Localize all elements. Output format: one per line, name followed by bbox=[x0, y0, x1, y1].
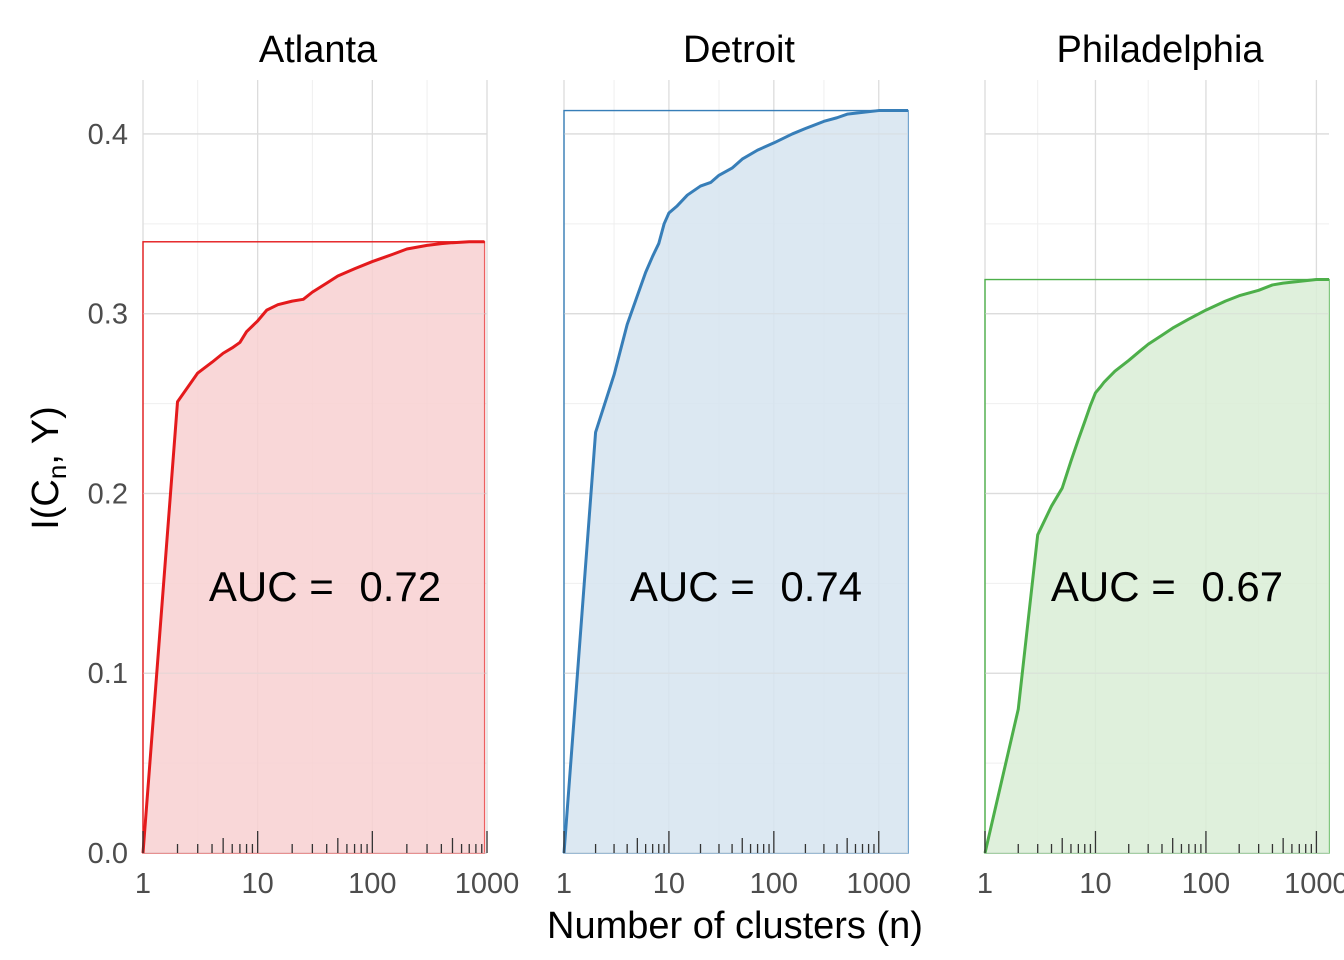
x-tick-label: 1000 bbox=[455, 868, 520, 900]
auc-label: AUC = 0.72 bbox=[209, 563, 441, 610]
y-axis-title-subscript: n bbox=[42, 465, 72, 479]
auc-value: 0.72 bbox=[359, 563, 441, 610]
x-tick-label: 10 bbox=[653, 868, 685, 900]
facet-detroit: Detroit 1 10 100 1000 AUC = 0.74 bbox=[556, 29, 911, 900]
y-tick-label: 0.4 bbox=[88, 119, 128, 151]
auc-prefix: AUC = bbox=[209, 563, 346, 610]
x-tick-label: 1 bbox=[556, 868, 572, 900]
auc-prefix: AUC = bbox=[630, 563, 767, 610]
facet-title: Philadelphia bbox=[1056, 29, 1264, 71]
area-fill bbox=[143, 241, 485, 854]
y-tick-label: 0.1 bbox=[88, 658, 128, 690]
auc-label: AUC = 0.74 bbox=[630, 563, 862, 610]
auc-value: 0.67 bbox=[1201, 563, 1283, 610]
x-tick-label: 1000 bbox=[1284, 868, 1344, 900]
area-fill bbox=[564, 110, 908, 853]
y-axis-title-end: , Y) bbox=[25, 406, 67, 464]
x-tick-label: 10 bbox=[242, 868, 274, 900]
y-tick-label: 0.2 bbox=[88, 478, 128, 510]
x-tick-label: 100 bbox=[348, 868, 396, 900]
x-axis-title: Number of clusters (n) bbox=[547, 905, 923, 947]
auc-label: AUC = 0.67 bbox=[1051, 563, 1283, 610]
facet-philadelphia: Philadelphia 1 10 100 1000 AUC = 0.67 bbox=[977, 29, 1344, 900]
facet-title: Detroit bbox=[683, 29, 795, 71]
auc-prefix: AUC = bbox=[1051, 563, 1188, 610]
auc-value: 0.74 bbox=[780, 563, 862, 610]
x-tick-label: 100 bbox=[750, 868, 798, 900]
x-tick-label: 100 bbox=[1182, 868, 1230, 900]
y-tick-label: 0.0 bbox=[88, 838, 128, 870]
x-tick-label: 1000 bbox=[846, 868, 911, 900]
x-tick-label: 10 bbox=[1079, 868, 1111, 900]
y-axis-title: I(Cn, Y) bbox=[25, 406, 72, 530]
x-tick-label: 1 bbox=[977, 868, 993, 900]
facet-title: Atlanta bbox=[259, 29, 378, 71]
series-line bbox=[562, 109, 908, 854]
area-fill bbox=[985, 279, 1329, 853]
y-tick-label: 0.3 bbox=[88, 299, 128, 331]
x-tick-label: 1 bbox=[135, 868, 151, 900]
y-axis-ticks: 0.0 0.1 0.2 0.3 0.4 bbox=[88, 119, 128, 870]
facet-atlanta: Atlanta 1 10 100 1000 AUC = 0.72 bbox=[135, 29, 519, 900]
series-line bbox=[983, 278, 1329, 854]
y-axis-title-main: I(C bbox=[25, 479, 67, 530]
